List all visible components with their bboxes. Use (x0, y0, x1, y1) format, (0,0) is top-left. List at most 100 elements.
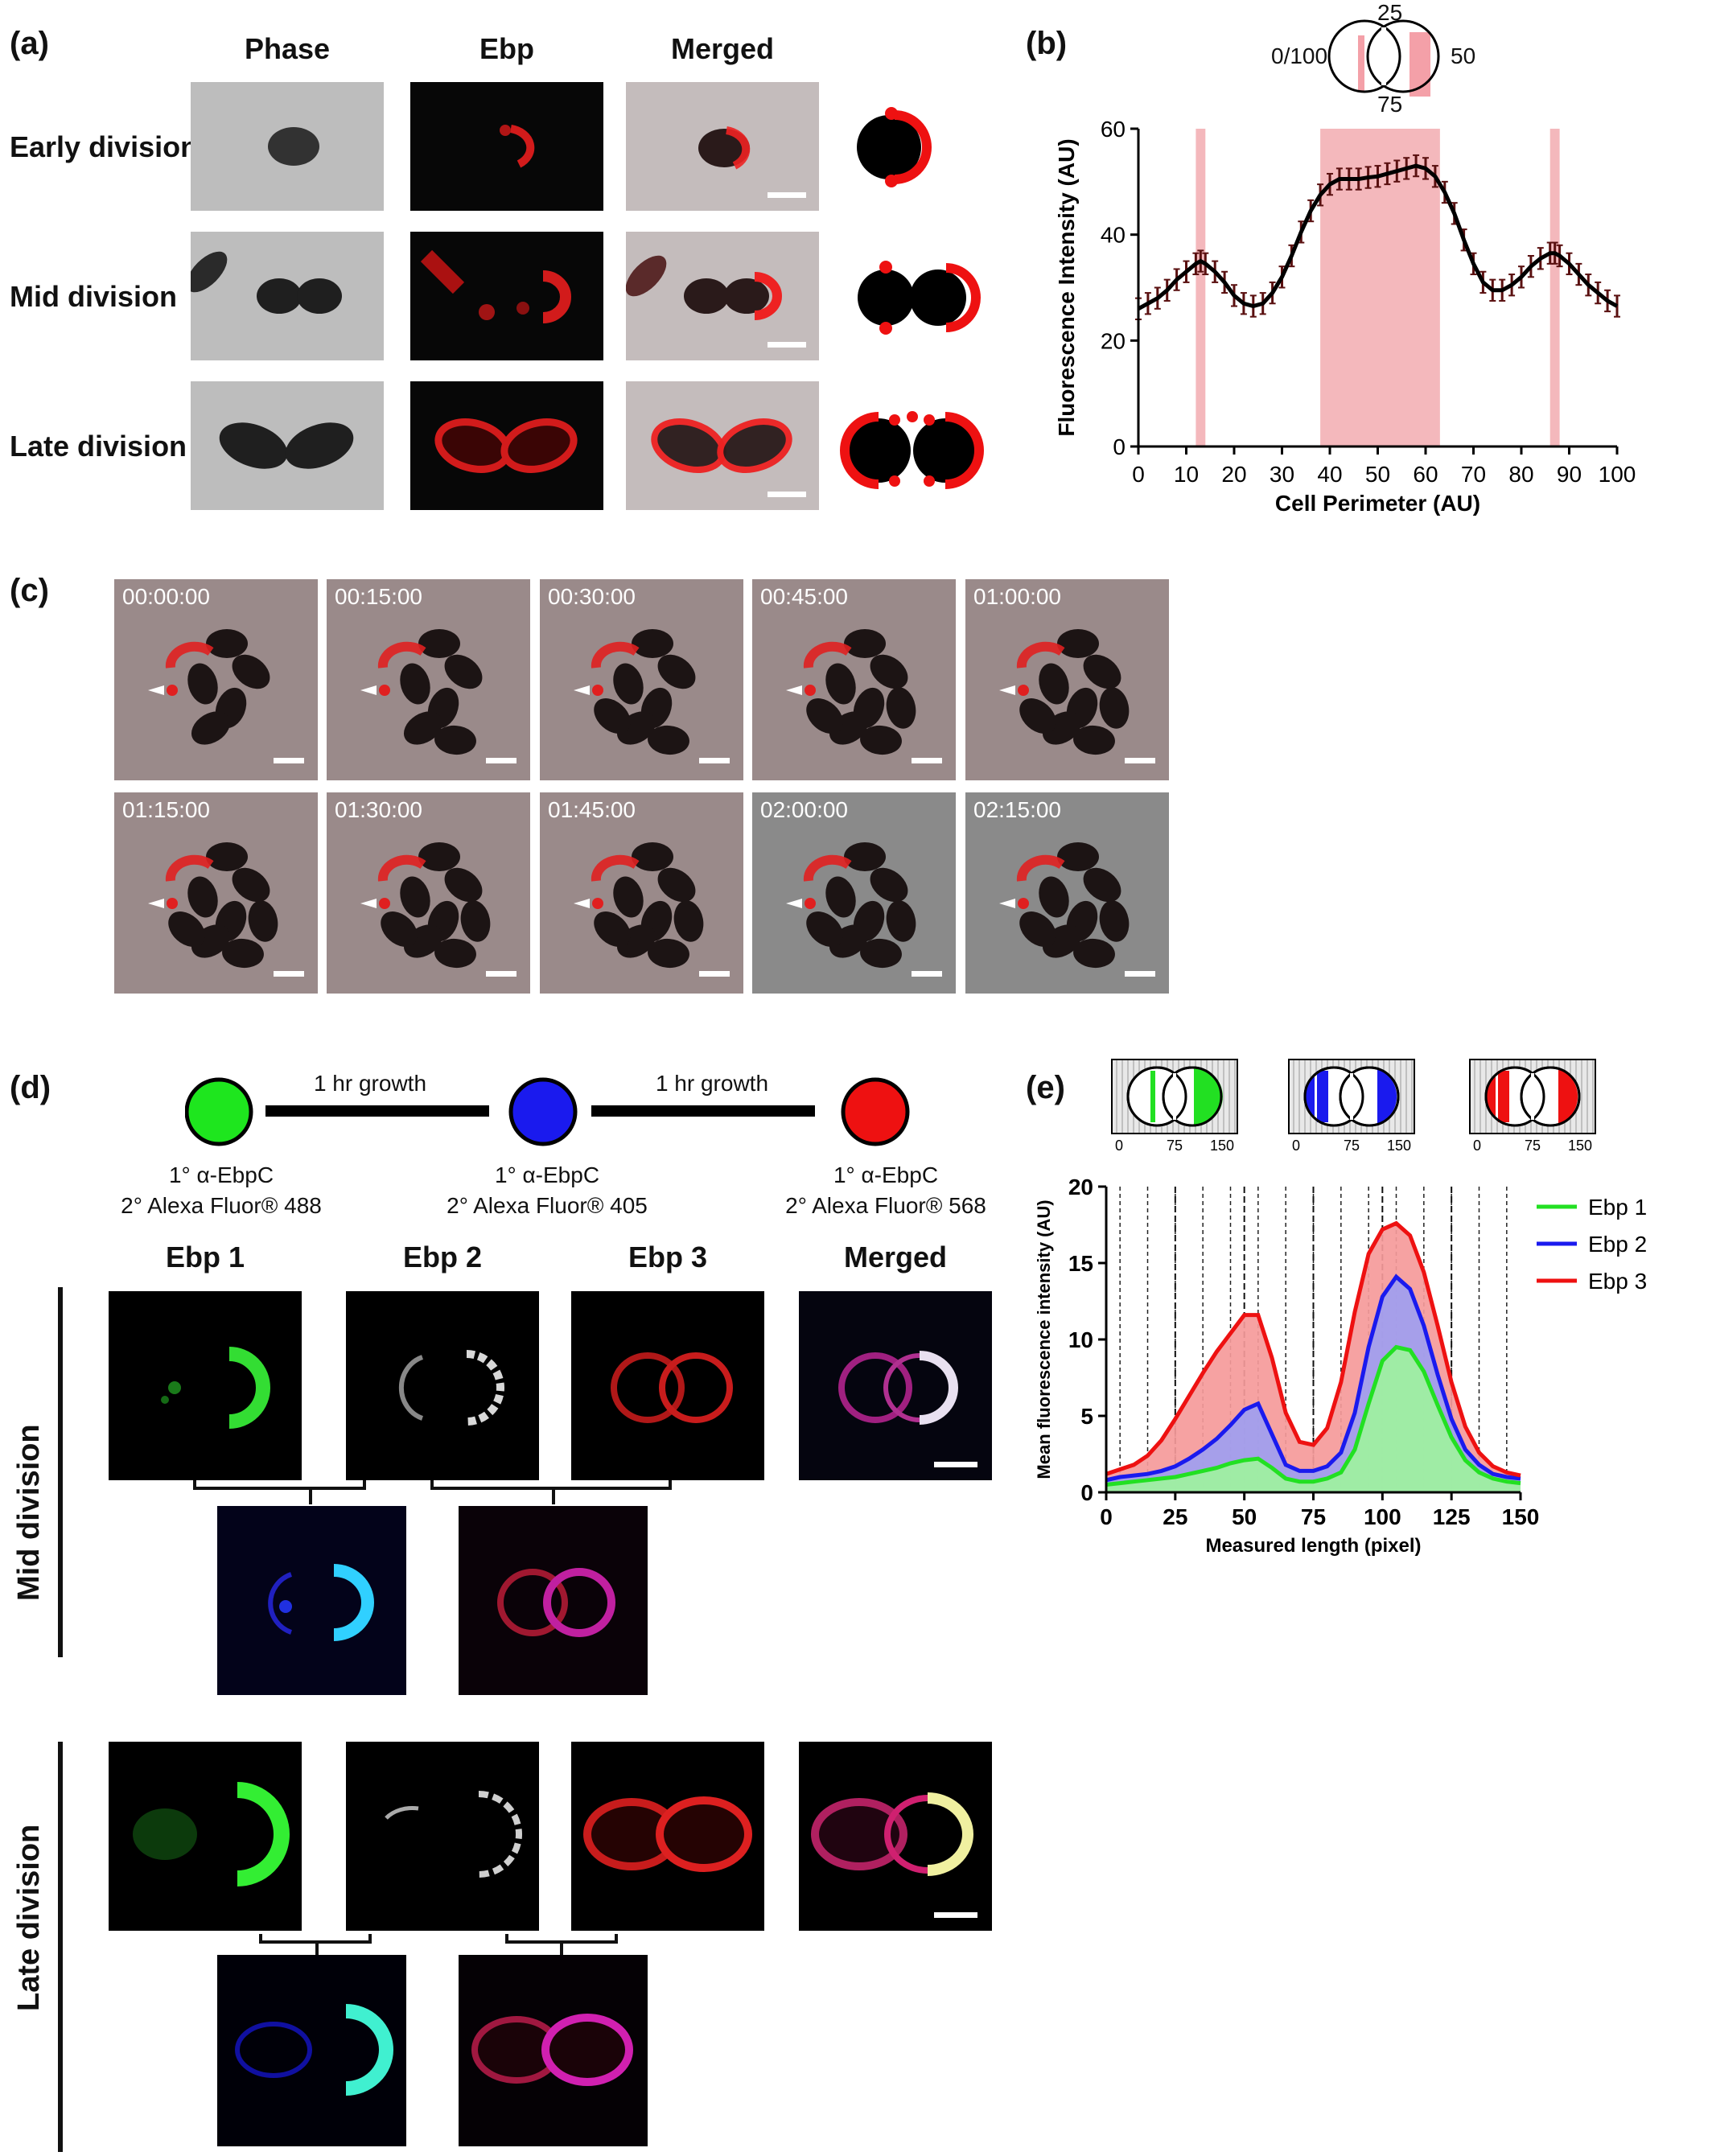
legend-label: Ebp 3 (1588, 1269, 1647, 1294)
y-tick-label: 10 (1068, 1327, 1093, 1352)
bracket-stem (315, 1944, 319, 1958)
cell (886, 900, 916, 942)
cell (825, 663, 856, 705)
micrograph-phase-early (191, 82, 384, 211)
cell (460, 900, 491, 942)
cell (418, 629, 460, 658)
ebp-signal (377, 854, 426, 882)
x-axis-title: Measured length (pixel) (1205, 1535, 1421, 1557)
scale-bar (912, 758, 942, 763)
y-axis-title: Fluorescence Intensity (AU) (1054, 138, 1079, 436)
cell (806, 698, 843, 734)
ebp-signal (803, 641, 852, 669)
inset-tick-25: 25 (1377, 0, 1403, 25)
chart-e-line-scan: 0 25 50 75 100 125 150 0 5 10 15 20 Measured length … (1034, 1175, 1647, 1557)
cell (870, 654, 908, 689)
ebp-focus (1018, 898, 1029, 909)
micrograph-merged-mid-d (799, 1291, 992, 1480)
inset-outline (1162, 1066, 1223, 1127)
cell (1099, 687, 1130, 729)
y-tick-label: 15 (1068, 1251, 1093, 1276)
inset-outline (1520, 1066, 1581, 1127)
schematic-mid (850, 253, 986, 346)
arrowhead-icon (574, 685, 590, 695)
timelapse-frame: 00:15:00 (327, 579, 530, 780)
y-tick-label: 60 (1101, 117, 1126, 142)
inset-band (1558, 1069, 1578, 1124)
cell (613, 663, 644, 705)
cell (418, 842, 460, 871)
y-axis-title: Mean fluorescence intensity (AU) (1034, 1199, 1054, 1479)
x-tick-label: 40 (1317, 462, 1342, 487)
x-axis-title: Cell Perimeter (AU) (1275, 491, 1480, 516)
inset-band (1498, 1071, 1509, 1122)
cell (1039, 876, 1069, 918)
micrograph-merged-mid (626, 232, 819, 360)
cell (1039, 663, 1069, 705)
inset-band (1194, 1068, 1223, 1125)
inset-tick-0-100: 0/100 (1271, 43, 1328, 68)
ebp-signal (1016, 641, 1065, 669)
ebp-focus (1018, 685, 1029, 696)
inset-1: 0 75 150 (1111, 1059, 1238, 1153)
cell (806, 911, 843, 947)
perimeter-inset-schematic (1327, 19, 1440, 97)
micrograph-ebp1-late (109, 1742, 302, 1931)
arrowhead-icon (786, 685, 802, 695)
x-tick-label: 100 (1599, 462, 1636, 487)
y-tick-label: 0 (1080, 1480, 1093, 1505)
y-tick-label: 0 (1113, 434, 1126, 459)
bracket-line (430, 1487, 672, 1490)
inset-3: 0 75 150 (1469, 1059, 1596, 1153)
col-header-ebp1: Ebp 1 (165, 1241, 245, 1273)
ebp-signal (591, 854, 640, 882)
bracket-tick (669, 1480, 672, 1490)
step1-secondary: 2° Alexa Fluor® 488 (121, 1193, 322, 1218)
arrowhead-icon (360, 685, 377, 695)
cell (400, 876, 430, 918)
mid-division-bracket (58, 1287, 63, 1657)
inset-2: 0 75 150 (1288, 1059, 1415, 1153)
step2-text: 1° α-EbpC 2° Alexa Fluor® 405 (438, 1160, 656, 1221)
x-tick-label: 125 (1433, 1504, 1471, 1529)
scale-bar (699, 971, 730, 977)
panel-b-label: (b) (1026, 26, 1068, 61)
col-header-phase: Phase (244, 32, 331, 65)
inset-tick-label: 75 (1167, 1138, 1183, 1153)
scale-bar (768, 342, 806, 348)
cell (657, 867, 696, 903)
cell (1073, 938, 1115, 969)
inset-tick-label: 0 (1473, 1138, 1481, 1153)
micrograph-ebp3-mid (571, 1291, 764, 1480)
x-tick-label: 75 (1301, 1504, 1326, 1529)
cell (232, 654, 270, 689)
x-tick-label: 50 (1365, 462, 1390, 487)
scale-bar (486, 758, 516, 763)
micrograph-phase-late (191, 381, 384, 510)
inset-tick-label: 150 (1568, 1138, 1592, 1153)
y-tick-label: 20 (1068, 1175, 1093, 1199)
shaded-region (1549, 129, 1560, 446)
x-tick-label: 30 (1270, 462, 1294, 487)
cell (232, 867, 270, 903)
cell (1099, 900, 1130, 942)
bracket-stem (309, 1490, 312, 1504)
cell (206, 842, 248, 871)
step3-primary: 1° α-EbpC (833, 1162, 939, 1187)
col-header-merged: Merged (670, 32, 775, 65)
cell (381, 911, 418, 947)
micrograph-combo-12-late (217, 1955, 406, 2146)
inset-tick-label: 75 (1344, 1138, 1360, 1153)
col-header-ebp: Ebp (479, 32, 534, 65)
inset-tick-label: 150 (1210, 1138, 1234, 1153)
col-header-merged-d: Merged (843, 1241, 948, 1273)
cell (613, 876, 644, 918)
inset-band (1377, 1069, 1397, 1124)
step2-secondary: 2° Alexa Fluor® 405 (447, 1193, 648, 1218)
timestamp: 02:00:00 (760, 797, 848, 822)
row-label-mid: Mid division (10, 280, 178, 313)
arrowhead-icon (999, 899, 1015, 908)
bracket-line (505, 1940, 618, 1944)
panel-e-label: (e) (1026, 1070, 1065, 1105)
inset-tick-label: 75 (1525, 1138, 1541, 1153)
